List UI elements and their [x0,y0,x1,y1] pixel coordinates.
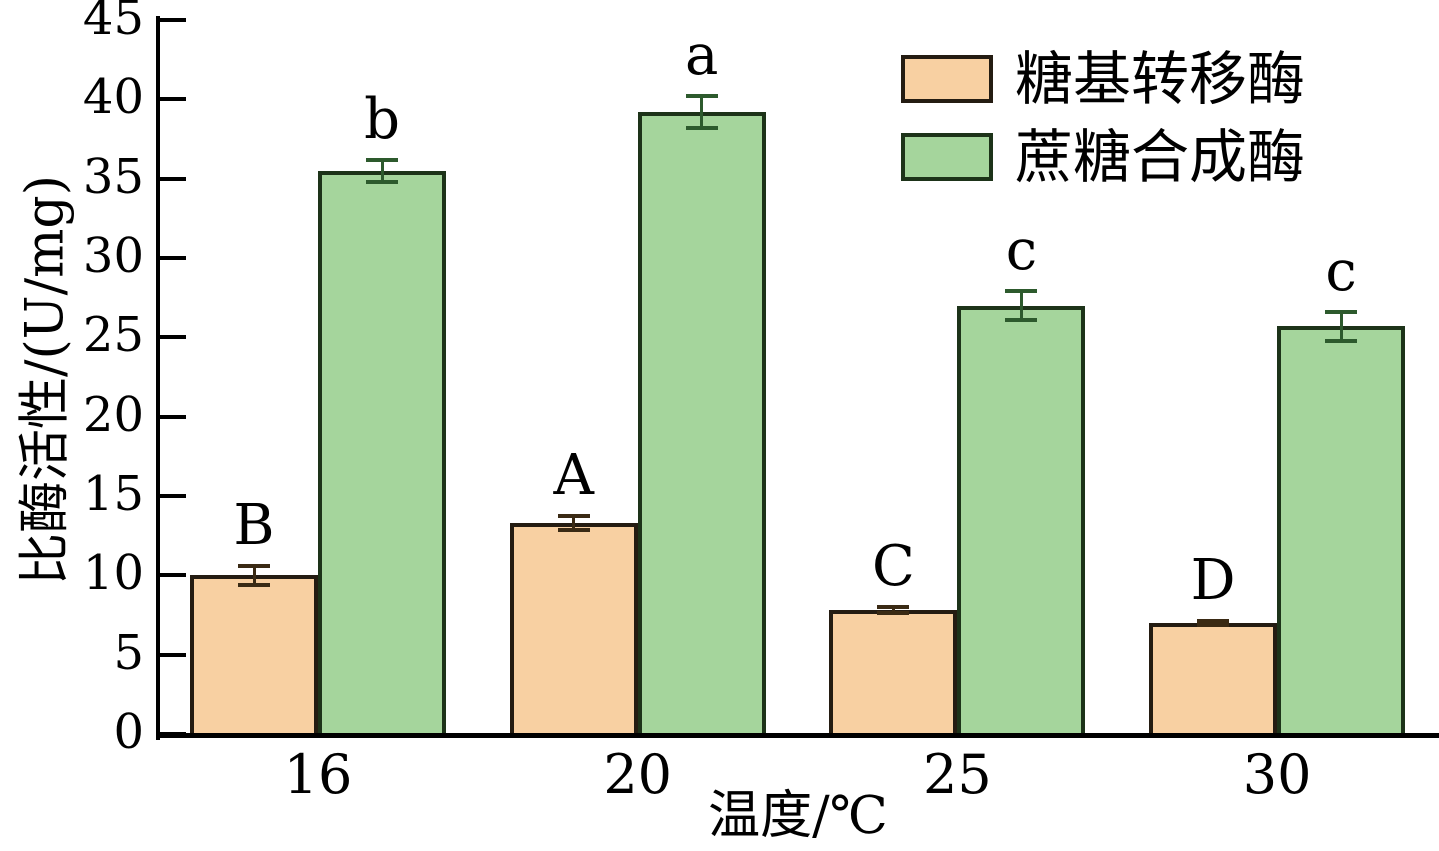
error-bar [1339,311,1343,341]
sig-letter-A: A [553,442,594,508]
bar-green-20 [637,112,766,738]
bar-orange-20 [509,522,638,738]
y-tick-40 [160,97,186,102]
y-tick-label-5: 5 [113,624,144,681]
error-bar [1019,291,1023,320]
y-tick-5 [160,652,186,657]
bar-orange-16 [190,575,318,738]
y-tick-20 [160,414,186,419]
y-tick-label-15: 15 [82,466,144,522]
bar-green-25 [957,305,1086,738]
bar-orange-25 [829,610,958,738]
error-bar-cap-bottom [1005,317,1038,322]
error-bar [1211,620,1215,626]
x-tick-label-16: 16 [283,743,353,806]
y-tick-30 [160,256,186,260]
y-tick-label-0: 0 [113,704,144,760]
error-bar-cap-bottom [366,179,398,184]
error-bar-cap-bottom [877,611,910,616]
y-tick-label-10: 10 [82,545,144,602]
error-bar-cap-top [366,157,398,162]
x-axis-title: 温度/℃ [708,786,888,846]
y-tick-25 [160,335,186,340]
bar-green-30 [1277,326,1406,738]
y-tick-label-45: 45 [82,0,144,46]
error-bar-cap-bottom [1197,623,1230,628]
y-tick-label-20: 20 [82,386,144,443]
x-tick-label-30: 30 [1242,743,1312,806]
error-bar-cap-top [1197,618,1230,623]
error-bar-cap-top [557,513,590,518]
legend: 糖基转移酶 蔗糖合成酶 [901,48,1305,204]
y-tick-label-40: 40 [82,69,144,126]
error-bar-cap-bottom [238,582,270,587]
y-tick-10 [160,573,186,578]
x-axis-line [156,733,1439,738]
error-bar-cap-top [685,94,718,99]
sig-letter-B: B [233,492,275,558]
error-bar-cap-bottom [1325,338,1358,343]
error-bar-cap-bottom [557,528,590,533]
y-axis-line [156,16,160,740]
sig-letter-c: c [1005,218,1038,284]
y-tick-label-35: 35 [82,148,144,205]
y-tick-0 [160,732,186,736]
x-tick-label-25: 25 [923,743,992,806]
error-bar [380,159,384,182]
sig-letter-D: D [1190,547,1236,613]
y-tick-label-25: 25 [82,307,144,364]
error-bar-cap-bottom [685,125,718,130]
error-bar-cap-top [1325,309,1358,314]
y-tick-15 [160,494,186,498]
sig-letter-a: a [684,23,719,89]
error-bar-cap-top [877,605,910,610]
bar-orange-30 [1149,622,1278,738]
bar-green-16 [318,170,446,738]
x-tick-label-20: 20 [603,743,673,806]
legend-label: 蔗糖合成酶 [1015,123,1306,191]
sig-letter-b: b [364,86,400,152]
error-bar [891,607,895,614]
legend-swatch-green [901,133,993,181]
legend-swatch-orange [901,55,993,103]
sig-letter-c: c [1325,238,1357,304]
error-bar [252,565,256,585]
y-tick-35 [160,176,186,181]
y-tick-label-30: 30 [82,228,144,284]
error-bar-cap-top [1005,289,1038,294]
legend-item-sucrose-synthase: 蔗糖合成酶 [901,126,1305,188]
legend-label: 糖基转移酶 [1015,45,1306,113]
y-tick-45 [160,18,186,22]
error-bar [700,96,704,128]
error-bar [572,515,576,531]
sig-letter-C: C [871,534,915,600]
legend-item-glycosyltransferase: 糖基转移酶 [901,48,1305,110]
error-bar-cap-top [238,563,270,568]
